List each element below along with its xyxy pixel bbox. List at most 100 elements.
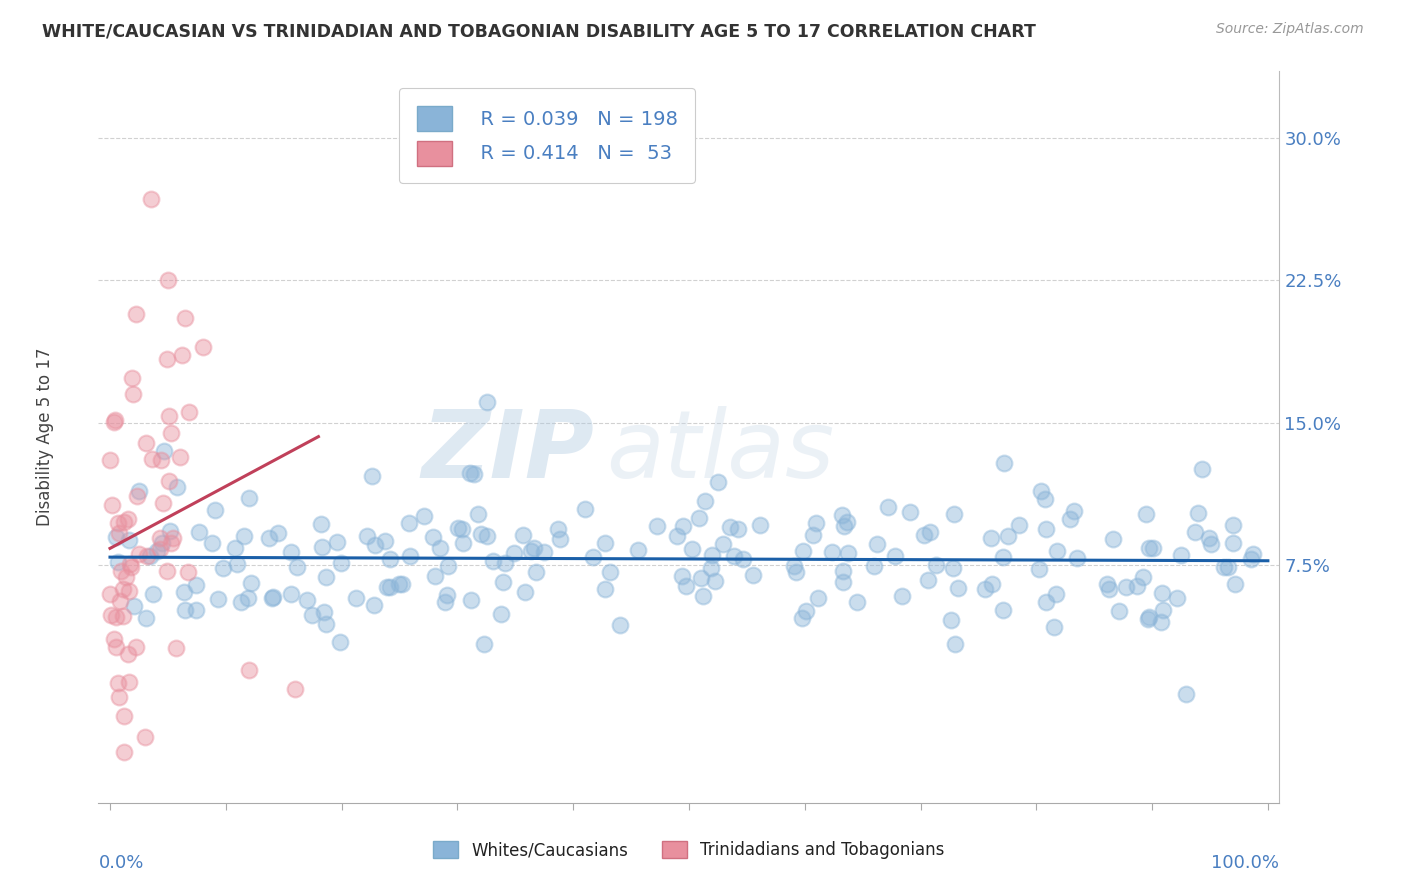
Point — [160, 426, 183, 441]
Point — [231, 595, 253, 609]
Point — [104, 609, 127, 624]
Point — [1095, 577, 1118, 591]
Point — [233, 529, 256, 543]
Point — [1213, 559, 1236, 574]
Point — [363, 598, 385, 612]
Point — [1132, 570, 1154, 584]
Point — [1199, 536, 1222, 550]
Point — [134, 730, 156, 744]
Point — [980, 577, 1002, 591]
Point — [117, 647, 139, 661]
Point — [107, 676, 129, 690]
Point — [1191, 462, 1213, 476]
Point — [582, 550, 605, 565]
Point — [609, 618, 631, 632]
Point — [711, 537, 734, 551]
Point — [1045, 586, 1067, 600]
Text: 100.0%: 100.0% — [1212, 854, 1279, 872]
Point — [939, 613, 962, 627]
Point — [482, 554, 505, 568]
Point — [224, 541, 246, 555]
Point — [1166, 591, 1188, 605]
Point — [100, 608, 122, 623]
Point — [1240, 551, 1263, 566]
Point — [470, 527, 492, 541]
Point — [160, 536, 183, 550]
Point — [1135, 508, 1157, 522]
Point — [311, 540, 333, 554]
Text: Source: ZipAtlas.com: Source: ZipAtlas.com — [1216, 22, 1364, 37]
Point — [943, 508, 966, 522]
Point — [108, 525, 131, 540]
Point — [475, 394, 498, 409]
Point — [204, 503, 226, 517]
Point — [207, 591, 229, 606]
Point — [104, 413, 127, 427]
Point — [146, 544, 169, 558]
Point — [1216, 560, 1239, 574]
Point — [257, 531, 280, 545]
Point — [533, 545, 555, 559]
Point — [681, 541, 703, 556]
Point — [226, 557, 249, 571]
Point — [627, 543, 650, 558]
Point — [260, 591, 283, 606]
Point — [1187, 506, 1209, 520]
Point — [704, 574, 727, 589]
Point — [157, 474, 180, 488]
Point — [918, 525, 941, 540]
Point — [946, 581, 969, 595]
Point — [156, 351, 179, 366]
Point — [112, 745, 135, 759]
Point — [671, 568, 693, 582]
Point — [1059, 512, 1081, 526]
Point — [741, 567, 763, 582]
Point — [238, 591, 260, 605]
Point — [284, 681, 307, 696]
Point — [699, 560, 721, 574]
Point — [695, 493, 717, 508]
Point — [267, 526, 290, 541]
Point — [1108, 604, 1130, 618]
Point — [166, 480, 188, 494]
Point — [692, 589, 714, 603]
Point — [312, 605, 335, 619]
Point — [491, 575, 513, 590]
Point — [891, 589, 914, 603]
Point — [108, 594, 131, 608]
Point — [136, 549, 159, 563]
Point — [364, 538, 387, 552]
Point — [107, 516, 129, 530]
Point — [1142, 541, 1164, 556]
Point — [330, 556, 353, 570]
Point — [388, 576, 411, 591]
Point — [315, 570, 337, 584]
Point — [429, 541, 451, 556]
Point — [917, 573, 939, 587]
Point — [315, 616, 337, 631]
Point — [1066, 551, 1088, 566]
Point — [883, 549, 905, 563]
Point — [472, 637, 495, 651]
Point — [489, 607, 512, 622]
Point — [188, 525, 211, 540]
Point — [105, 530, 128, 544]
Point — [329, 635, 352, 649]
Point — [413, 508, 436, 523]
Point — [120, 560, 142, 574]
Point — [361, 469, 384, 483]
Point — [1102, 532, 1125, 546]
Point — [135, 436, 157, 450]
Point — [191, 340, 214, 354]
Point — [794, 603, 817, 617]
Point — [125, 307, 148, 321]
Point — [112, 708, 135, 723]
Point — [125, 640, 148, 654]
Point — [121, 371, 143, 385]
Text: atlas: atlas — [606, 406, 835, 497]
Point — [122, 599, 145, 613]
Point — [837, 546, 859, 560]
Point — [118, 533, 141, 548]
Point — [512, 528, 534, 542]
Point — [139, 192, 162, 206]
